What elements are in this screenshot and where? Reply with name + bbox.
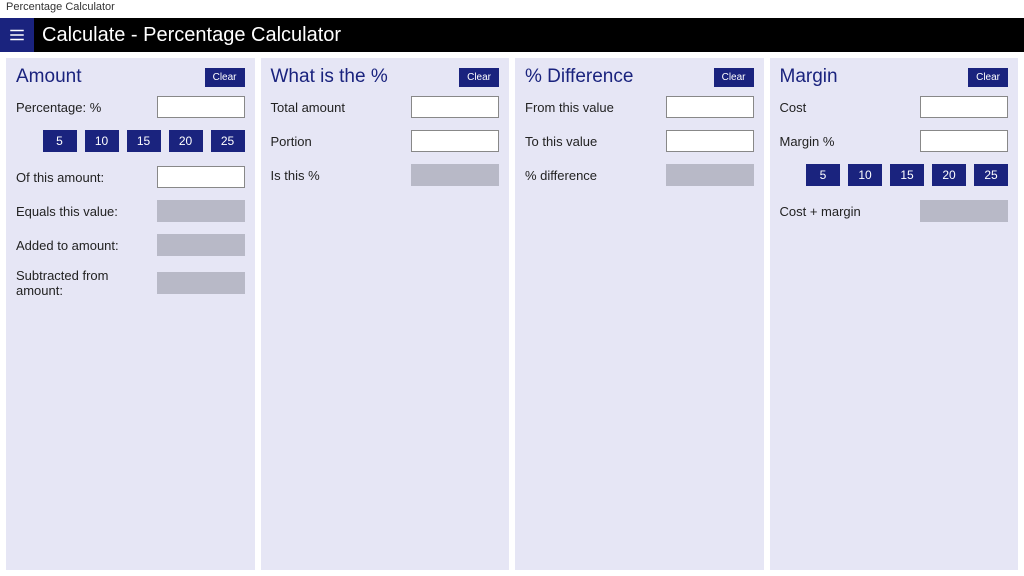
- subtracted-label: Subtracted from amount:: [16, 268, 157, 298]
- diff-result: [666, 164, 754, 186]
- isthis-label: Is this %: [271, 168, 320, 183]
- panel-pctdiff-title: % Difference: [525, 66, 633, 88]
- window-title: Percentage Calculator: [6, 1, 115, 13]
- panel-margin: Margin Clear Cost Margin % 5 10 15 20 25…: [770, 58, 1019, 570]
- marginpct-label: Margin %: [780, 134, 835, 149]
- margin-preset-25-button[interactable]: 25: [974, 164, 1008, 186]
- clear-button-margin[interactable]: Clear: [968, 68, 1008, 87]
- cost-input[interactable]: [920, 96, 1008, 118]
- to-input[interactable]: [666, 130, 754, 152]
- app-bar: Calculate - Percentage Calculator: [0, 18, 1024, 52]
- clear-button-pctdiff[interactable]: Clear: [714, 68, 754, 87]
- panels-container: Amount Clear Percentage: % 5 10 15 20 25…: [0, 52, 1024, 576]
- added-label: Added to amount:: [16, 238, 119, 253]
- appbar-title: Calculate - Percentage Calculator: [42, 24, 341, 47]
- marginpct-input[interactable]: [920, 130, 1008, 152]
- preset-5-button[interactable]: 5: [43, 130, 77, 152]
- costplus-label: Cost + margin: [780, 204, 861, 219]
- panel-margin-title: Margin: [780, 66, 838, 88]
- percentage-input[interactable]: [157, 96, 245, 118]
- amount-preset-row: 5 10 15 20 25: [16, 130, 245, 152]
- from-label: From this value: [525, 100, 614, 115]
- subtracted-result: [157, 272, 244, 294]
- added-result: [157, 234, 245, 256]
- window-titlebar: Percentage Calculator: [0, 0, 1024, 18]
- margin-preset-row: 5 10 15 20 25: [780, 164, 1009, 186]
- from-input[interactable]: [666, 96, 754, 118]
- margin-preset-15-button[interactable]: 15: [890, 164, 924, 186]
- preset-20-button[interactable]: 20: [169, 130, 203, 152]
- preset-25-button[interactable]: 25: [211, 130, 245, 152]
- margin-preset-20-button[interactable]: 20: [932, 164, 966, 186]
- equals-label: Equals this value:: [16, 204, 118, 219]
- panel-whatpct: What is the % Clear Total amount Portion…: [261, 58, 510, 570]
- of-amount-input[interactable]: [157, 166, 245, 188]
- hamburger-menu-button[interactable]: [0, 18, 34, 52]
- clear-button-whatpct[interactable]: Clear: [459, 68, 499, 87]
- hamburger-icon: [8, 26, 26, 44]
- to-label: To this value: [525, 134, 597, 149]
- total-input[interactable]: [411, 96, 499, 118]
- margin-preset-5-button[interactable]: 5: [806, 164, 840, 186]
- diff-label: % difference: [525, 168, 597, 183]
- percentage-label: Percentage: %: [16, 100, 101, 115]
- portion-label: Portion: [271, 134, 312, 149]
- preset-15-button[interactable]: 15: [127, 130, 161, 152]
- total-label: Total amount: [271, 100, 345, 115]
- of-amount-label: Of this amount:: [16, 170, 104, 185]
- clear-button-amount[interactable]: Clear: [205, 68, 245, 87]
- panel-whatpct-title: What is the %: [271, 66, 388, 88]
- margin-preset-10-button[interactable]: 10: [848, 164, 882, 186]
- isthis-result: [411, 164, 499, 186]
- portion-input[interactable]: [411, 130, 499, 152]
- preset-10-button[interactable]: 10: [85, 130, 119, 152]
- costplus-result: [920, 200, 1008, 222]
- panel-amount: Amount Clear Percentage: % 5 10 15 20 25…: [6, 58, 255, 570]
- cost-label: Cost: [780, 100, 807, 115]
- equals-result: [157, 200, 245, 222]
- panel-pctdiff: % Difference Clear From this value To th…: [515, 58, 764, 570]
- panel-amount-title: Amount: [16, 66, 81, 88]
